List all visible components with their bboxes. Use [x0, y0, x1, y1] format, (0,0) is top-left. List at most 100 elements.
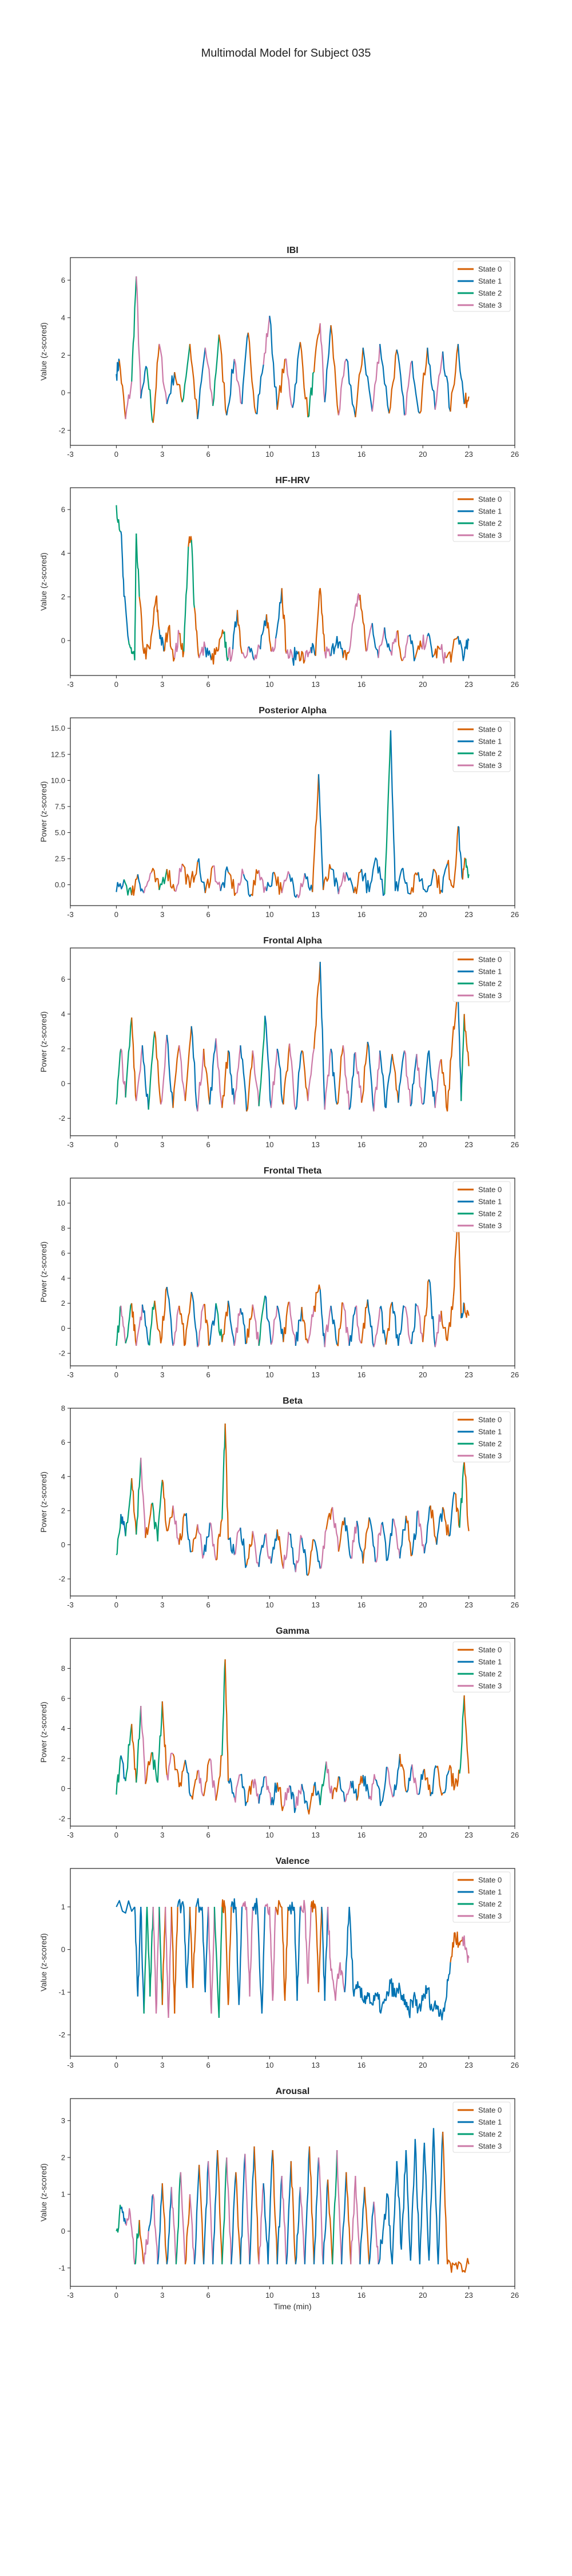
- x-tick-label: 3: [160, 1140, 164, 1149]
- series-line: [285, 2161, 292, 2265]
- x-tick-label: 26: [511, 1601, 519, 1609]
- series-line: [348, 1307, 356, 1346]
- legend-label: State 2: [478, 979, 502, 988]
- series-line: [366, 623, 373, 652]
- x-tick-label: 23: [464, 910, 472, 919]
- series-line: [197, 1049, 205, 1112]
- series-line: [405, 1515, 413, 1556]
- series-line: [152, 2194, 158, 2265]
- series-line: [210, 647, 219, 665]
- series-line: [166, 869, 176, 891]
- series-line: [440, 1059, 448, 1112]
- series-line: [324, 1305, 332, 1348]
- series-line: [146, 368, 154, 423]
- y-tick-label: 0: [61, 636, 65, 645]
- series-line: [344, 1781, 352, 1803]
- series-line: [399, 1515, 407, 1559]
- series-line: [450, 1931, 456, 1963]
- series-line: [183, 546, 189, 652]
- series-line: [411, 361, 420, 414]
- y-tick-label: 3: [61, 2116, 65, 2125]
- legend-label: State 2: [478, 2130, 502, 2139]
- series-line: [463, 392, 470, 408]
- y-tick-label: 6: [61, 975, 65, 983]
- series-line: [209, 1303, 217, 1345]
- legend-label: State 3: [478, 991, 502, 1000]
- legend-label: State 0: [478, 1186, 502, 1194]
- series-line: [310, 1900, 316, 1913]
- legend-label: State 0: [478, 955, 502, 964]
- series-line: [240, 1773, 248, 1807]
- series-line: [253, 2146, 260, 2265]
- series-line: [183, 1907, 188, 1988]
- series-line: [240, 1308, 247, 1345]
- series-line: [432, 2128, 439, 2265]
- series-line: [178, 633, 185, 658]
- series-line: [373, 1308, 381, 1348]
- series-line: [355, 2176, 361, 2265]
- legend-label: State 2: [478, 1670, 502, 1678]
- legend: State 0 State 1 State 2 State 3: [452, 721, 511, 772]
- series-line: [243, 874, 252, 897]
- x-tick-label: 10: [265, 1370, 273, 1379]
- y-tick-label: -2: [58, 1814, 65, 1823]
- series-line: [166, 1287, 174, 1346]
- series-line: [405, 2150, 411, 2261]
- series-line: [116, 358, 120, 381]
- series-line: [217, 2150, 223, 2265]
- series-line: [313, 2157, 320, 2265]
- series-line: [221, 2157, 228, 2265]
- series-line: [319, 1761, 327, 1805]
- series-line: [396, 2161, 402, 2250]
- series-line: [411, 1764, 419, 1795]
- x-tick-label: 10: [265, 2291, 273, 2300]
- series-line: [400, 2150, 407, 2250]
- series-line: [228, 1050, 235, 1105]
- x-tick-label: 0: [114, 1370, 118, 1379]
- series-line: [172, 1505, 180, 1545]
- series-line: [428, 1050, 436, 1108]
- series-line: [375, 1779, 382, 1807]
- series-line: [140, 1706, 146, 1784]
- x-tick-label: -3: [67, 680, 74, 689]
- series-line: [124, 595, 129, 641]
- series-line: [166, 1034, 174, 1108]
- series-line: [224, 1423, 229, 1540]
- legend-box: [452, 1181, 511, 1232]
- y-axis-label: Power (z-scored): [39, 1242, 48, 1303]
- series-line: [345, 2172, 352, 2265]
- series-line: [283, 1043, 291, 1105]
- series-line: [228, 871, 237, 896]
- series-line: [373, 2201, 379, 2265]
- series-line: [227, 1907, 232, 2005]
- series-line: [258, 1016, 266, 1107]
- series-line: [298, 651, 305, 664]
- series-line: [204, 866, 214, 894]
- series-line: [158, 869, 168, 890]
- series-line: [410, 872, 419, 895]
- x-tick-label: 0: [114, 1831, 118, 1839]
- chart-title: Frontal Theta: [264, 1166, 321, 1176]
- series-line: [292, 342, 301, 408]
- y-axis-label: Power (z-scored): [39, 1012, 48, 1073]
- y-tick-label: 0: [61, 1324, 65, 1333]
- y-tick-label: 2: [61, 1506, 65, 1515]
- y-tick-label: 4: [61, 1724, 65, 1733]
- series-line: [459, 1461, 465, 1528]
- series-line: [459, 1937, 463, 1946]
- series-line: [283, 1785, 291, 1807]
- series-line: [193, 2164, 200, 2265]
- series-line: [249, 2146, 255, 2265]
- series-line: [189, 2194, 196, 2265]
- series-line: [131, 1724, 137, 1783]
- series-line: [283, 1531, 291, 1569]
- series-line: [161, 2183, 168, 2265]
- legend-box: [452, 721, 511, 772]
- series-line: [263, 2183, 269, 2265]
- series-line: [190, 1026, 198, 1112]
- series-line: [116, 1900, 136, 1914]
- series-line: [452, 826, 459, 888]
- series-line: [423, 1769, 431, 1796]
- series-line: [166, 2187, 172, 2265]
